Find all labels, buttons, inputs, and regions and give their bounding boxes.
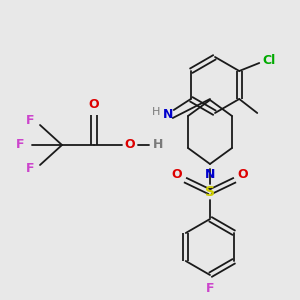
Text: N: N [163, 107, 173, 121]
Text: S: S [205, 185, 215, 199]
Text: N: N [205, 167, 215, 181]
Text: H: H [152, 107, 160, 117]
Text: O: O [125, 139, 135, 152]
Text: F: F [26, 163, 34, 176]
Text: F: F [16, 139, 24, 152]
Text: H: H [153, 139, 163, 152]
Text: Cl: Cl [262, 55, 276, 68]
Text: O: O [89, 98, 99, 112]
Text: O: O [172, 167, 182, 181]
Text: F: F [26, 115, 34, 128]
Text: O: O [238, 167, 248, 181]
Text: F: F [206, 283, 214, 296]
